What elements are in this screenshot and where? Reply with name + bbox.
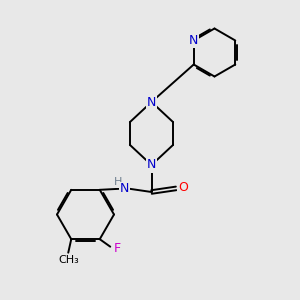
Text: H: H bbox=[114, 177, 122, 187]
Text: N: N bbox=[189, 34, 198, 47]
Text: N: N bbox=[120, 182, 129, 196]
Text: N: N bbox=[147, 158, 156, 172]
Text: O: O bbox=[178, 181, 188, 194]
Text: N: N bbox=[147, 95, 156, 109]
Text: F: F bbox=[113, 242, 120, 255]
Text: CH₃: CH₃ bbox=[58, 255, 79, 265]
